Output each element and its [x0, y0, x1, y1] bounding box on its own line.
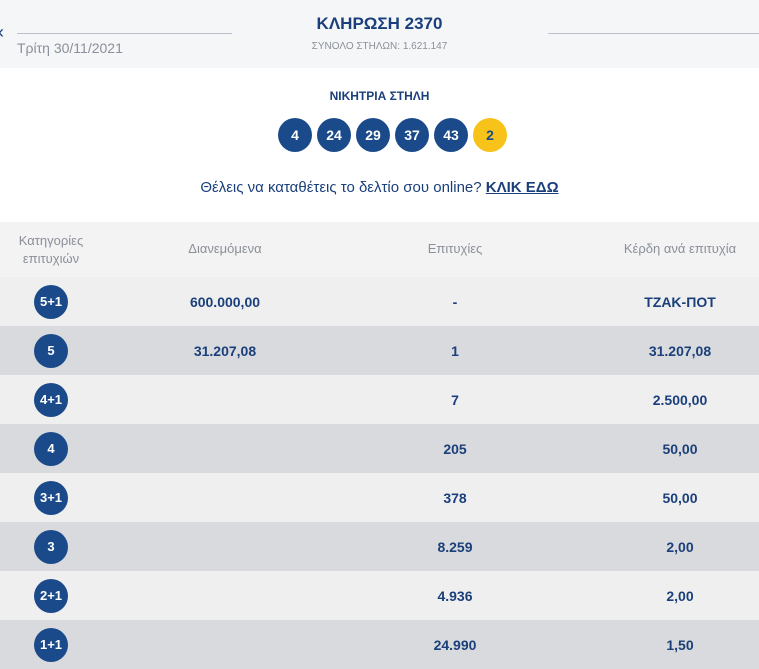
category-badge: 4 — [33, 424, 69, 473]
wins-cell: 8.259 — [437, 538, 473, 555]
distributed-cell — [150, 522, 300, 571]
divider — [17, 33, 232, 34]
prize-cell: 2,00 — [666, 587, 694, 604]
category-badge: 2+1 — [33, 571, 69, 620]
category-badge: 5 — [33, 326, 69, 375]
total-columns: ΣΥΝΟΛΟ ΣΤΗΛΩΝ: 1.621.147 — [311, 41, 448, 52]
chevron-left-icon[interactable]: ‹ — [0, 22, 4, 43]
bonus-ball: 2 — [473, 118, 507, 152]
winning-title: ΝΙΚΗΤΡΙΑ ΣΤΗΛΗ — [329, 89, 430, 103]
col-prize: Κέρδη ανά επιτυχία — [623, 241, 737, 256]
divider — [548, 33, 759, 34]
category-badge: 5+1 — [33, 277, 69, 326]
category-label: 4 — [34, 431, 68, 466]
wins-cell: 378 — [443, 489, 467, 506]
number-ball: 4 — [278, 118, 312, 152]
category-badge: 4+1 — [33, 375, 69, 424]
col-wins: Επιτυχίες — [427, 241, 483, 256]
wins-cell: 7 — [451, 391, 459, 408]
category-badge: 3 — [33, 522, 69, 571]
category-label: 1+1 — [34, 627, 68, 662]
distributed-cell — [150, 424, 300, 473]
table-header: Κατηγορίες επιτυχιών Διανεμόμενα Επιτυχί… — [0, 222, 759, 277]
prize-cell: 50,00 — [662, 440, 698, 457]
prize-cell: 2.500,00 — [652, 391, 708, 408]
category-label: 5+1 — [34, 284, 68, 319]
prize-cell: 50,00 — [662, 489, 698, 506]
prize-cell: 31.207,08 — [648, 342, 712, 359]
table-row: 3 8.259 2,00 — [0, 522, 759, 571]
table-row: 5 31.207,08 1 31.207,08 — [0, 326, 759, 375]
wins-cell: 24.990 — [433, 636, 477, 653]
distributed-cell — [150, 571, 300, 620]
distributed-cell — [150, 473, 300, 522]
category-label: 3+1 — [34, 480, 68, 515]
promo: Θέλεις να καταθέτεις το δελτίο σου onlin… — [0, 179, 759, 196]
category-badge: 3+1 — [33, 473, 69, 522]
prize-cell: 1,50 — [666, 636, 694, 653]
category-badge: 1+1 — [33, 620, 69, 669]
winning-numbers: 4 24 29 37 43 2 — [278, 118, 507, 152]
category-label: 3 — [34, 529, 68, 564]
col-categories: Κατηγορίες επιτυχιών — [18, 233, 84, 266]
wins-cell: 1 — [451, 342, 459, 359]
number-ball: 29 — [356, 118, 390, 152]
wins-cell: 205 — [443, 440, 467, 457]
distributed-cell — [150, 375, 300, 424]
prize-cell: 2,00 — [666, 538, 694, 555]
col-distributed: Διανεμόμενα — [188, 241, 262, 256]
distributed-cell — [150, 620, 300, 669]
table-row: 3+1 378 50,00 — [0, 473, 759, 522]
draw-date: Τρίτη 30/11/2021 — [17, 40, 123, 56]
draw-header: ‹ Τρίτη 30/11/2021 ΚΛΗΡΩΣΗ 2370 ΣΥΝΟΛΟ Σ… — [0, 0, 759, 68]
number-ball: 24 — [317, 118, 351, 152]
promo-text: Θέλεις να καταθέτεις το δελτίο σου onlin… — [200, 179, 486, 196]
category-label: 2+1 — [34, 578, 68, 613]
wins-cell: - — [452, 293, 458, 310]
table-row: 1+1 24.990 1,50 — [0, 620, 759, 669]
category-label: 4+1 — [34, 382, 68, 417]
table-row: 4+1 7 2.500,00 — [0, 375, 759, 424]
table-row: 4 205 50,00 — [0, 424, 759, 473]
wins-cell: 4.936 — [437, 587, 473, 604]
category-label: 5 — [34, 333, 68, 368]
prize-cell: ΤΖΑΚ-ΠΟΤ — [644, 293, 716, 310]
click-here-link[interactable]: ΚΛΙΚ ΕΔΩ — [485, 179, 559, 196]
page-title: ΚΛΗΡΩΣΗ 2370 — [316, 14, 443, 33]
distributed-cell: 31.207,08 — [193, 342, 257, 359]
table-row: 5+1 600.000,00 - ΤΖΑΚ-ΠΟΤ — [0, 277, 759, 326]
number-ball: 37 — [395, 118, 429, 152]
distributed-cell: 600.000,00 — [189, 293, 261, 310]
number-ball: 43 — [434, 118, 468, 152]
table-row: 2+1 4.936 2,00 — [0, 571, 759, 620]
